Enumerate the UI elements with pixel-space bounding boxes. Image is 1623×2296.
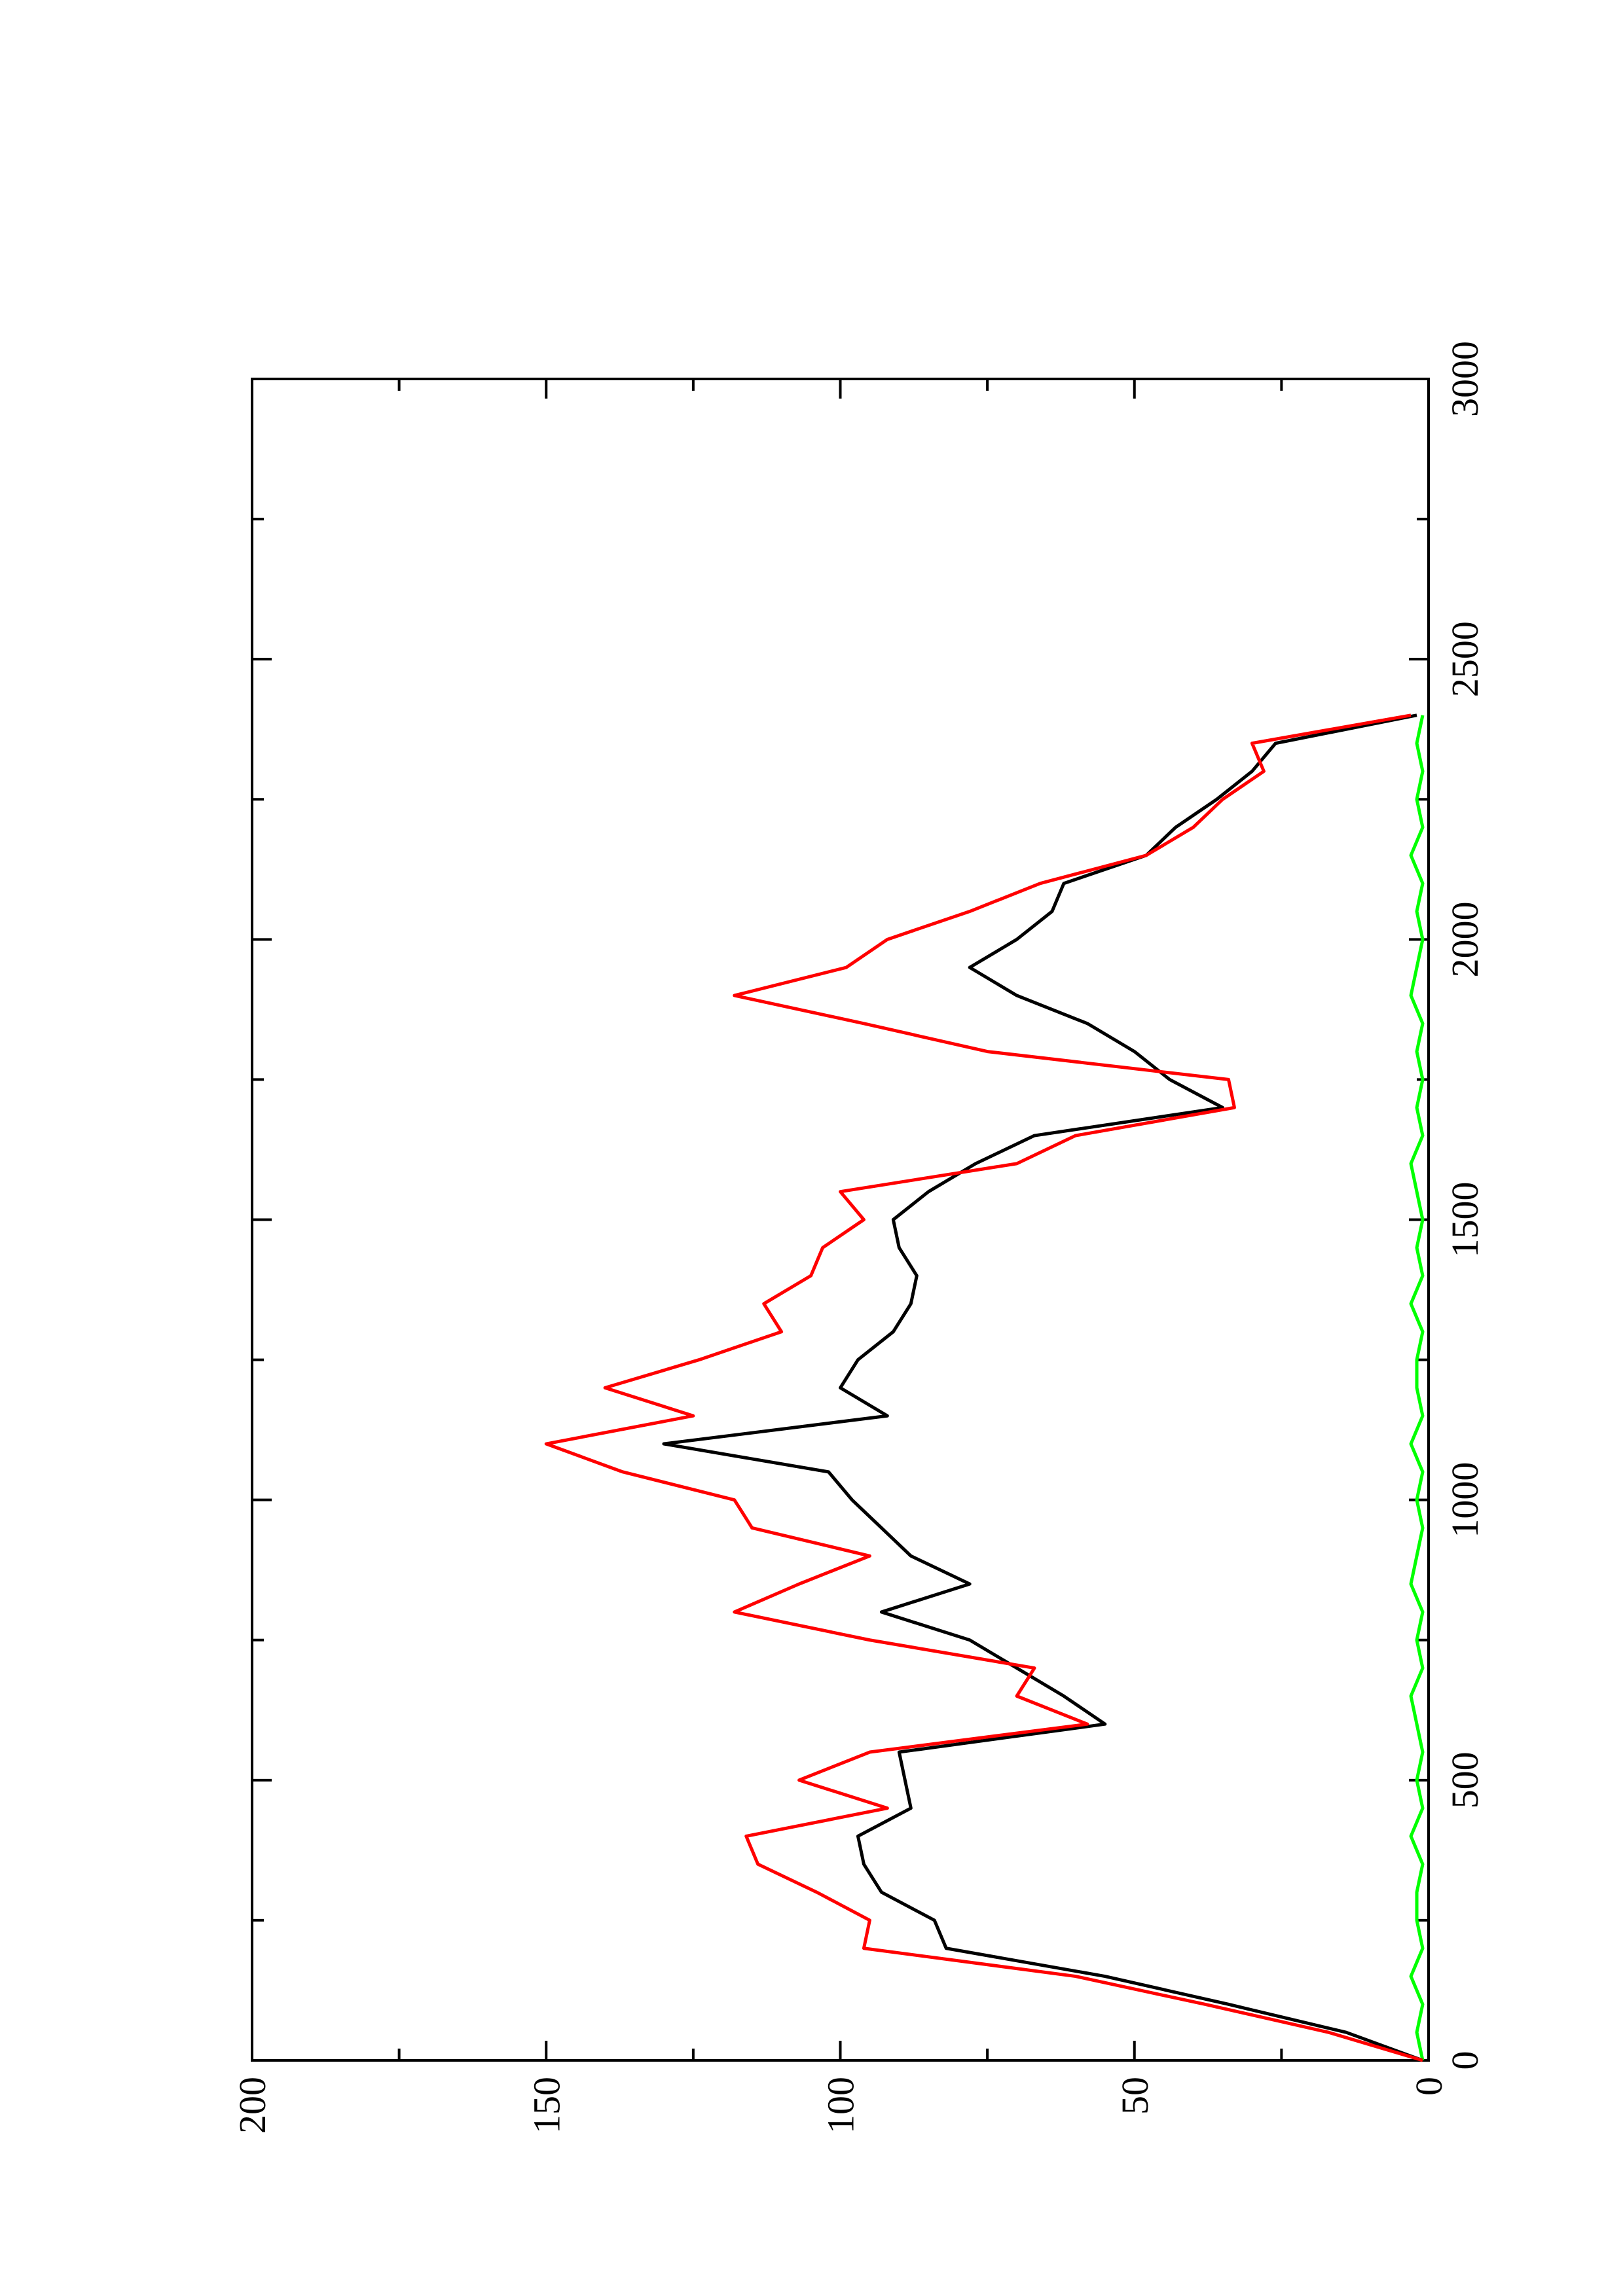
x-tick-label: 1500 xyxy=(1444,1182,1486,1258)
x-tick-label: 3000 xyxy=(1444,341,1486,417)
y-tick-label: 100 xyxy=(820,2077,862,2134)
x-tick-label: 2500 xyxy=(1444,621,1486,697)
plot-frame xyxy=(251,378,1430,2062)
series-line xyxy=(662,713,1423,2062)
x-tick-label: 2000 xyxy=(1444,901,1486,977)
y-tick-label: 150 xyxy=(525,2077,568,2134)
series-line xyxy=(1409,715,1425,2061)
series-line xyxy=(544,713,1423,2062)
x-tick-label: 500 xyxy=(1444,1751,1486,1808)
y-tick-label: 200 xyxy=(231,2077,274,2134)
rotated-chart: 0 500 1000 1500 2000 2500 3000 0 50 100 150 200 xyxy=(231,341,1486,2134)
y-tick-label: 50 xyxy=(1114,2077,1156,2115)
x-tick-label: 0 xyxy=(1444,2051,1486,2070)
y-tick-label: 0 xyxy=(1408,2077,1450,2096)
x-tick-label: 1000 xyxy=(1444,1462,1486,1538)
